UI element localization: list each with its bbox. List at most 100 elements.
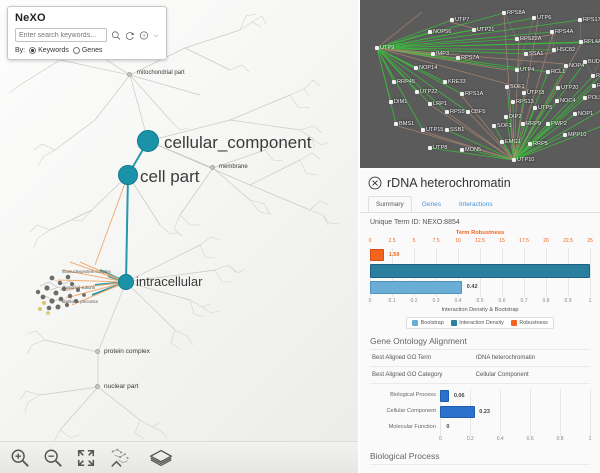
bar-robustness[interactable] xyxy=(370,249,385,261)
divider xyxy=(370,464,590,465)
gene-node[interactable] xyxy=(445,110,449,114)
refresh-icon[interactable] xyxy=(125,29,135,42)
gene-node[interactable] xyxy=(528,142,532,146)
go-cat-label-mf: Molecular Function xyxy=(388,424,436,430)
top-tick: 5 xyxy=(412,238,416,244)
gene-node[interactable] xyxy=(415,90,419,94)
legend-label: Robustness xyxy=(519,320,548,326)
gene-node[interactable] xyxy=(456,56,460,60)
gene-node[interactable] xyxy=(421,128,425,132)
radio-keywords[interactable]: Keywords xyxy=(29,47,69,54)
gene-node[interactable] xyxy=(460,148,464,152)
close-circle-icon[interactable] xyxy=(368,176,382,190)
go-alignment-table: Best Aligned GO Term rDNA heterochromati… xyxy=(370,349,590,384)
gene-node[interactable] xyxy=(428,30,432,34)
gene-node[interactable] xyxy=(414,66,418,70)
gene-node[interactable] xyxy=(502,11,506,15)
gene-node[interactable] xyxy=(450,18,454,22)
gene-node[interactable] xyxy=(579,40,583,44)
gene-node[interactable] xyxy=(592,84,596,88)
graph-node[interactable] xyxy=(210,165,215,170)
graph-node[interactable] xyxy=(95,384,100,389)
top-tick: 20 xyxy=(543,238,549,244)
gene-node[interactable] xyxy=(583,60,587,64)
gene-node[interactable] xyxy=(515,68,519,72)
gene-node[interactable] xyxy=(389,100,393,104)
gene-node[interactable] xyxy=(466,110,470,114)
gene-node[interactable] xyxy=(505,85,509,89)
gene-node[interactable] xyxy=(445,128,449,132)
search-panel[interactable]: NeXO ? By: Keywords Genes xyxy=(7,6,167,60)
bar-bootstrap[interactable] xyxy=(370,281,463,294)
graph-node[interactable] xyxy=(95,349,100,354)
gene-node[interactable] xyxy=(563,133,567,137)
gene-node[interactable] xyxy=(375,46,379,50)
gene-node[interactable] xyxy=(522,91,526,95)
bottom-tick: 0.9 xyxy=(564,298,572,304)
panel-header: rDNA heterochromatin xyxy=(360,170,600,192)
layers-icon[interactable] xyxy=(148,447,174,469)
term-info-panel[interactable]: rDNA heterochromatin Summary Genes Inter… xyxy=(358,168,600,473)
network-toolbar[interactable] xyxy=(0,441,358,473)
gene-node[interactable] xyxy=(504,115,508,119)
legend-item-bootstrap: Bootstrap xyxy=(412,320,444,326)
gene-node[interactable] xyxy=(524,52,528,56)
gene-node[interactable] xyxy=(521,122,525,126)
bar-biological-process[interactable] xyxy=(440,390,450,402)
graph-node-cell-part[interactable] xyxy=(118,165,138,185)
gene-node[interactable] xyxy=(511,100,515,104)
table-row: Best Aligned GO Category Cellular Compon… xyxy=(370,367,590,384)
gene-node[interactable] xyxy=(556,86,560,90)
gene-node[interactable] xyxy=(555,99,559,103)
gene-node[interactable] xyxy=(532,16,536,20)
bottom-tick: 0.8 xyxy=(542,298,550,304)
tab-genes[interactable]: Genes xyxy=(421,201,441,208)
graph-node[interactable] xyxy=(127,72,132,77)
gene-node[interactable] xyxy=(546,122,550,126)
legend-swatch xyxy=(510,320,517,326)
search-input[interactable] xyxy=(15,28,107,42)
gene-node[interactable] xyxy=(428,102,432,106)
bar-value-bootstrap: 0.42 xyxy=(466,284,478,290)
tab-interactions[interactable]: Interactions xyxy=(458,201,493,208)
gene-interaction-network[interactable]: UTP9 UTP7 NOP56 UTP21 IMP3 RPS7A NOP14 RRP45 KRE… xyxy=(358,0,600,168)
gene-node[interactable] xyxy=(552,48,556,52)
search-icon[interactable] xyxy=(111,29,121,42)
gene-node[interactable] xyxy=(500,140,504,144)
gene-node[interactable] xyxy=(512,158,516,162)
gene-node[interactable] xyxy=(443,80,447,84)
tab-summary[interactable]: Summary xyxy=(368,196,412,212)
zoom-in-icon[interactable] xyxy=(10,448,30,468)
gene-node[interactable] xyxy=(472,28,476,32)
gene-node[interactable] xyxy=(564,64,568,68)
top-tick: 7.5 xyxy=(432,238,440,244)
chevron-down-icon[interactable] xyxy=(153,29,159,42)
gene-node[interactable] xyxy=(583,96,587,100)
radio-genes[interactable]: Genes xyxy=(72,47,102,54)
gene-node[interactable] xyxy=(460,92,464,96)
gene-node[interactable] xyxy=(431,52,435,56)
gene-node[interactable] xyxy=(392,80,396,84)
network-graph-canvas[interactable]: cellular_component cell part intracellul… xyxy=(0,0,358,473)
fit-screen-icon[interactable] xyxy=(76,448,96,468)
graph-node-cellular-component[interactable] xyxy=(137,130,159,152)
go-category-chart: Biological Process 0.06 Cellular Compone… xyxy=(360,384,600,444)
gene-node[interactable] xyxy=(591,74,595,78)
gene-node[interactable] xyxy=(492,124,496,128)
gene-node[interactable] xyxy=(515,37,519,41)
bar-cellular-component[interactable] xyxy=(440,406,475,418)
gene-node[interactable] xyxy=(546,70,550,74)
gene-node[interactable] xyxy=(573,112,577,116)
gene-node[interactable] xyxy=(394,122,398,126)
collapse-network-icon[interactable] xyxy=(109,447,135,469)
bar-interaction-density[interactable] xyxy=(370,264,590,278)
panel-tabs[interactable]: Summary Genes Interactions xyxy=(360,192,600,213)
gene-node[interactable] xyxy=(533,106,537,110)
graph-node-intracellular[interactable] xyxy=(118,274,134,290)
gene-node[interactable] xyxy=(428,146,432,150)
zoom-out-icon[interactable] xyxy=(43,448,63,468)
gene-node[interactable] xyxy=(578,18,582,22)
gene-node[interactable] xyxy=(550,30,554,34)
help-icon[interactable]: ? xyxy=(139,29,149,42)
gene-network-edges xyxy=(376,11,600,161)
